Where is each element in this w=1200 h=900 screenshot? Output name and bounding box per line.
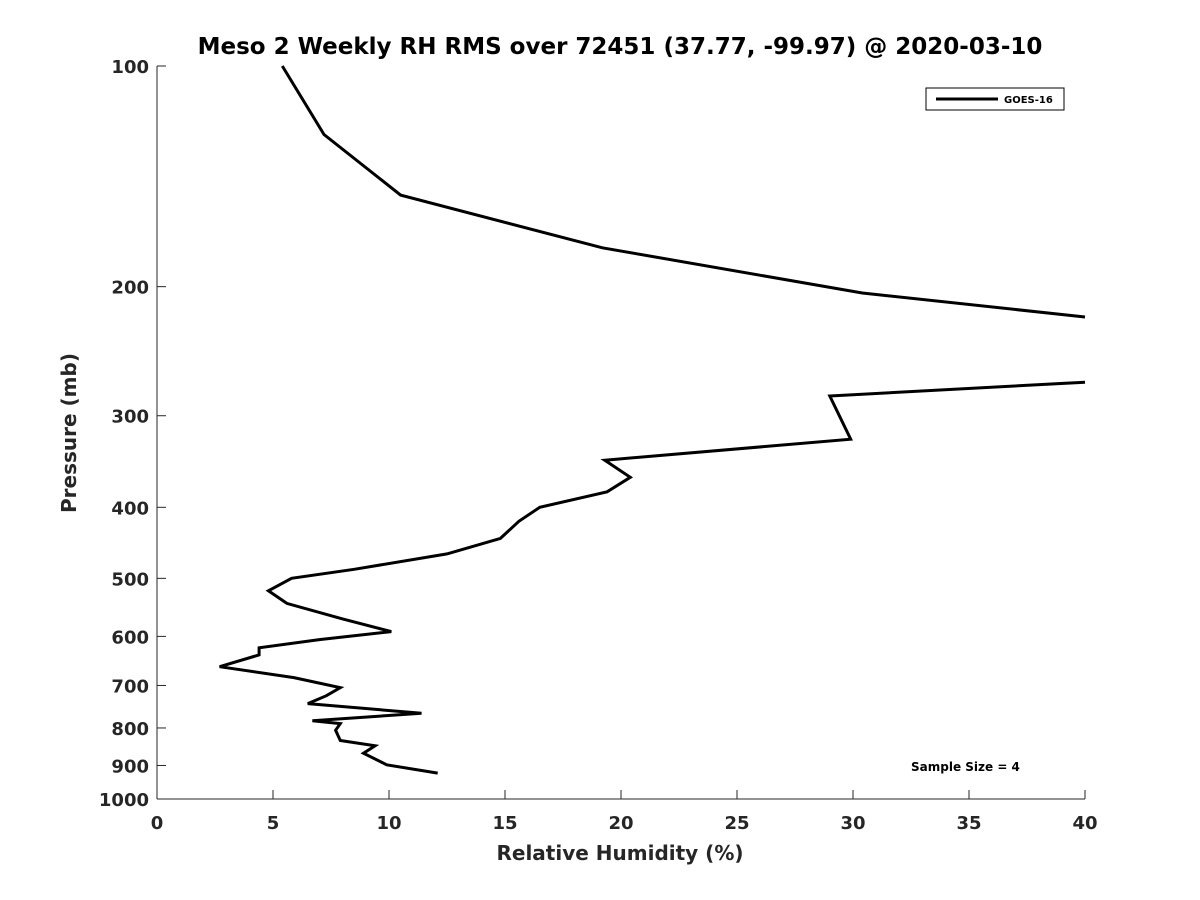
y-tick-label: 800 — [111, 719, 149, 740]
y-tick-label: 300 — [111, 407, 149, 428]
y-tick-label: 200 — [111, 278, 149, 299]
plot-lines — [219, 65, 1086, 775]
x-axis-label: Relative Humidity (%) — [496, 841, 743, 865]
y-tick-label: 600 — [111, 627, 149, 648]
y-tick-label: 900 — [111, 756, 149, 777]
y-tick-label: 100 — [111, 57, 149, 78]
sample-size-annotation: Sample Size = 4 — [911, 760, 1020, 774]
legend: GOES-16 — [925, 87, 1065, 111]
chart-title: Meso 2 Weekly RH RMS over 72451 (37.77, … — [198, 34, 1043, 60]
x-tick-label: 25 — [724, 813, 749, 834]
series-line-goes16 — [219, 380, 1086, 775]
x-tick-label: 5 — [267, 813, 280, 834]
axes — [156, 66, 1085, 800]
x-tick-label: 15 — [492, 813, 517, 834]
y-tick-label: 700 — [111, 676, 149, 697]
legend-entry: GOES-16 — [1004, 95, 1053, 106]
y-axis-ticks: 100 200 300 400 500 600 700 800 900 1000 — [99, 57, 166, 811]
x-tick-label: 35 — [956, 813, 981, 834]
y-tick-label: 400 — [111, 498, 149, 519]
y-axis-label: Pressure (mb) — [57, 353, 81, 513]
x-tick-label: 20 — [608, 813, 633, 834]
series-line-goes16 — [281, 65, 1086, 319]
y-tick-label: 500 — [111, 569, 149, 590]
x-tick-label: 10 — [376, 813, 401, 834]
x-tick-label: 30 — [840, 813, 865, 834]
x-axis-ticks: 0 5 10 15 20 25 30 35 40 — [151, 790, 1098, 834]
x-tick-label: 0 — [151, 813, 164, 834]
x-tick-label: 40 — [1072, 813, 1097, 834]
y-tick-label: 1000 — [99, 790, 149, 811]
